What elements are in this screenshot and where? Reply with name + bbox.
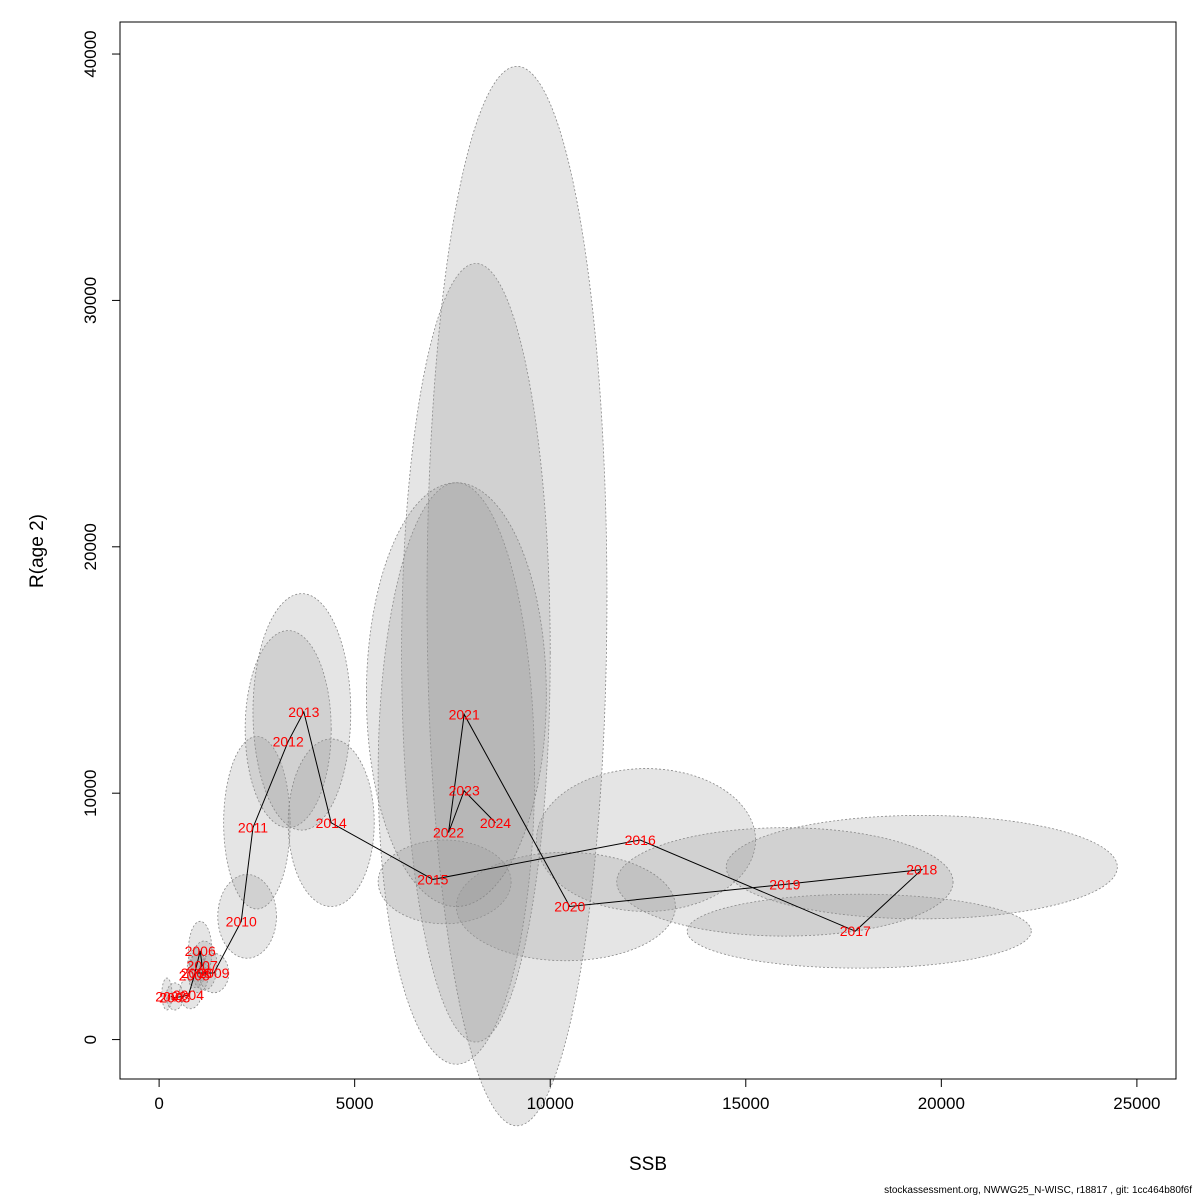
y-tick-label-10000: 10000 xyxy=(81,770,100,817)
year-label-2011: 2011 xyxy=(238,820,268,836)
y-tick-label-30000: 30000 xyxy=(81,277,100,324)
year-label-2021: 2021 xyxy=(449,706,480,722)
y-tick-label-20000: 20000 xyxy=(81,523,100,570)
ellipse-2016 xyxy=(536,768,756,912)
year-label-2014: 2014 xyxy=(316,815,347,831)
year-label-2023: 2023 xyxy=(449,783,480,799)
ellipse-2019 xyxy=(616,827,954,937)
ellipse-2024 xyxy=(365,482,547,907)
year-label-2015: 2015 xyxy=(417,871,448,887)
x-tick-label-15000: 15000 xyxy=(722,1094,769,1113)
x-tick-label-0: 0 xyxy=(154,1094,163,1113)
x-tick-label-5000: 5000 xyxy=(336,1094,374,1113)
confidence-ellipses xyxy=(161,65,1118,1127)
year-label-2008: 2008 xyxy=(181,965,212,981)
year-label-2003: 2003 xyxy=(159,990,190,1006)
year-label-2005: 2005 xyxy=(179,968,210,984)
ellipse-2020 xyxy=(455,851,676,962)
ellipse-2018 xyxy=(725,814,1118,920)
ellipse-2021 xyxy=(401,263,551,1043)
year-label-2016: 2016 xyxy=(625,832,656,848)
y-tick-label-0: 0 xyxy=(81,1035,100,1044)
y-axis-title: R(age 2) xyxy=(27,514,48,588)
year-label-2013: 2013 xyxy=(288,704,319,720)
ellipse-2002 xyxy=(161,977,173,1011)
year-label-2004: 2004 xyxy=(173,987,204,1003)
year-label-2022: 2022 xyxy=(433,825,464,841)
year-label-2018: 2018 xyxy=(906,862,937,878)
x-tick-label-25000: 25000 xyxy=(1113,1094,1160,1113)
year-label-2009: 2009 xyxy=(198,965,229,981)
ellipse-2017 xyxy=(686,893,1032,969)
ellipse-2011 xyxy=(223,736,291,910)
year-label-2002: 2002 xyxy=(155,988,186,1004)
year-label-2007: 2007 xyxy=(187,958,218,974)
year-label-2010: 2010 xyxy=(226,913,257,929)
ellipse-2007 xyxy=(190,940,218,991)
x-axis-title: SSB xyxy=(629,1154,667,1175)
year-label-2012: 2012 xyxy=(273,733,304,749)
year-label-2020: 2020 xyxy=(554,899,585,915)
year-label-2024: 2024 xyxy=(480,815,511,831)
footer-credit: stockassessment.org, NWWG25_N-WISC, r188… xyxy=(884,1185,1192,1196)
ellipse-2012 xyxy=(244,630,332,829)
year-label-2006: 2006 xyxy=(185,943,216,959)
x-tick-label-20000: 20000 xyxy=(918,1094,965,1113)
ellipse-2023 xyxy=(426,65,608,1127)
year-label-2017: 2017 xyxy=(840,923,871,939)
y-tick-label-40000: 40000 xyxy=(81,30,100,77)
axes: 0 5000 10000 15000 20000 25000 0 10000 20000 3000… xyxy=(81,30,1161,1113)
x-tick-label-10000: 10000 xyxy=(527,1094,574,1113)
year-label-2019: 2019 xyxy=(769,876,800,892)
ellipse-2013 xyxy=(252,593,352,831)
trajectory-line-group xyxy=(170,710,924,999)
ellipse-2015 xyxy=(377,839,512,925)
trajectory-line xyxy=(170,710,924,999)
